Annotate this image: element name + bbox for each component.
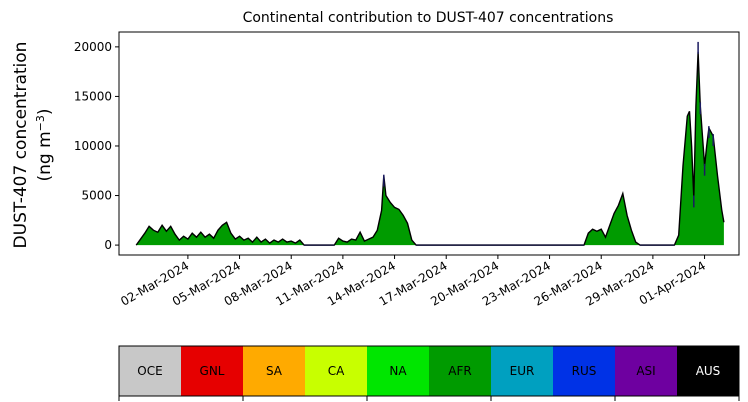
y-tick-label: 5000 xyxy=(81,189,112,203)
legend-label-ca: CA xyxy=(328,364,345,378)
axes-frame xyxy=(118,31,740,256)
legend-frame xyxy=(118,345,740,397)
y-axis-label: DUST-407 concentration xyxy=(11,42,31,249)
legend-label-gnl: GNL xyxy=(200,364,225,378)
series-outline-afr xyxy=(135,51,725,246)
plot-area: 0500010000150002000002-Mar-202405-Mar-20… xyxy=(74,31,740,309)
legend-swatch-asi xyxy=(615,346,677,396)
legend-swatch-rus xyxy=(553,346,615,396)
legend-swatch-gnl xyxy=(181,346,243,396)
legend-label-aus: AUS xyxy=(696,364,721,378)
legend-label-afr: AFR xyxy=(448,364,471,378)
legend-label-oce: OCE xyxy=(137,364,162,378)
legend-label-na: NA xyxy=(389,364,407,378)
y-tick-label: 0 xyxy=(104,238,112,252)
y-axis-label-unit-exp: −3 xyxy=(34,115,47,131)
legend: OCE GNL SA CA NA AFR EUR RUS ASI AUS xyxy=(118,345,740,401)
legend-swatch-aus xyxy=(677,346,739,396)
chart-title: Continental contribution to DUST-407 con… xyxy=(243,10,614,26)
legend-swatch-oce xyxy=(119,346,181,396)
y-axis-label-units: (ng m−3) xyxy=(34,108,55,181)
y-tick-label: 20000 xyxy=(74,40,112,54)
y-tick-label: 15000 xyxy=(74,89,112,103)
legend-label-rus: RUS xyxy=(572,364,597,378)
y-axis-label-line1: DUST-407 concentration xyxy=(11,42,31,249)
legend-swatch-na xyxy=(367,346,429,396)
legend-swatch-eur xyxy=(491,346,553,396)
y-axis-label-unit-close: ) xyxy=(35,108,55,115)
legend-swatch-sa xyxy=(243,346,305,396)
legend-label-asi: ASI xyxy=(636,364,655,378)
legend-swatch-ca xyxy=(305,346,367,396)
legend-label-eur: EUR xyxy=(510,364,535,378)
legend-label-sa: SA xyxy=(266,364,283,378)
legend-swatch-afr xyxy=(429,346,491,396)
y-axis-label-unit-base: (ng m xyxy=(35,131,55,181)
y-tick-label: 10000 xyxy=(74,139,112,153)
series-area-afr xyxy=(136,51,724,246)
